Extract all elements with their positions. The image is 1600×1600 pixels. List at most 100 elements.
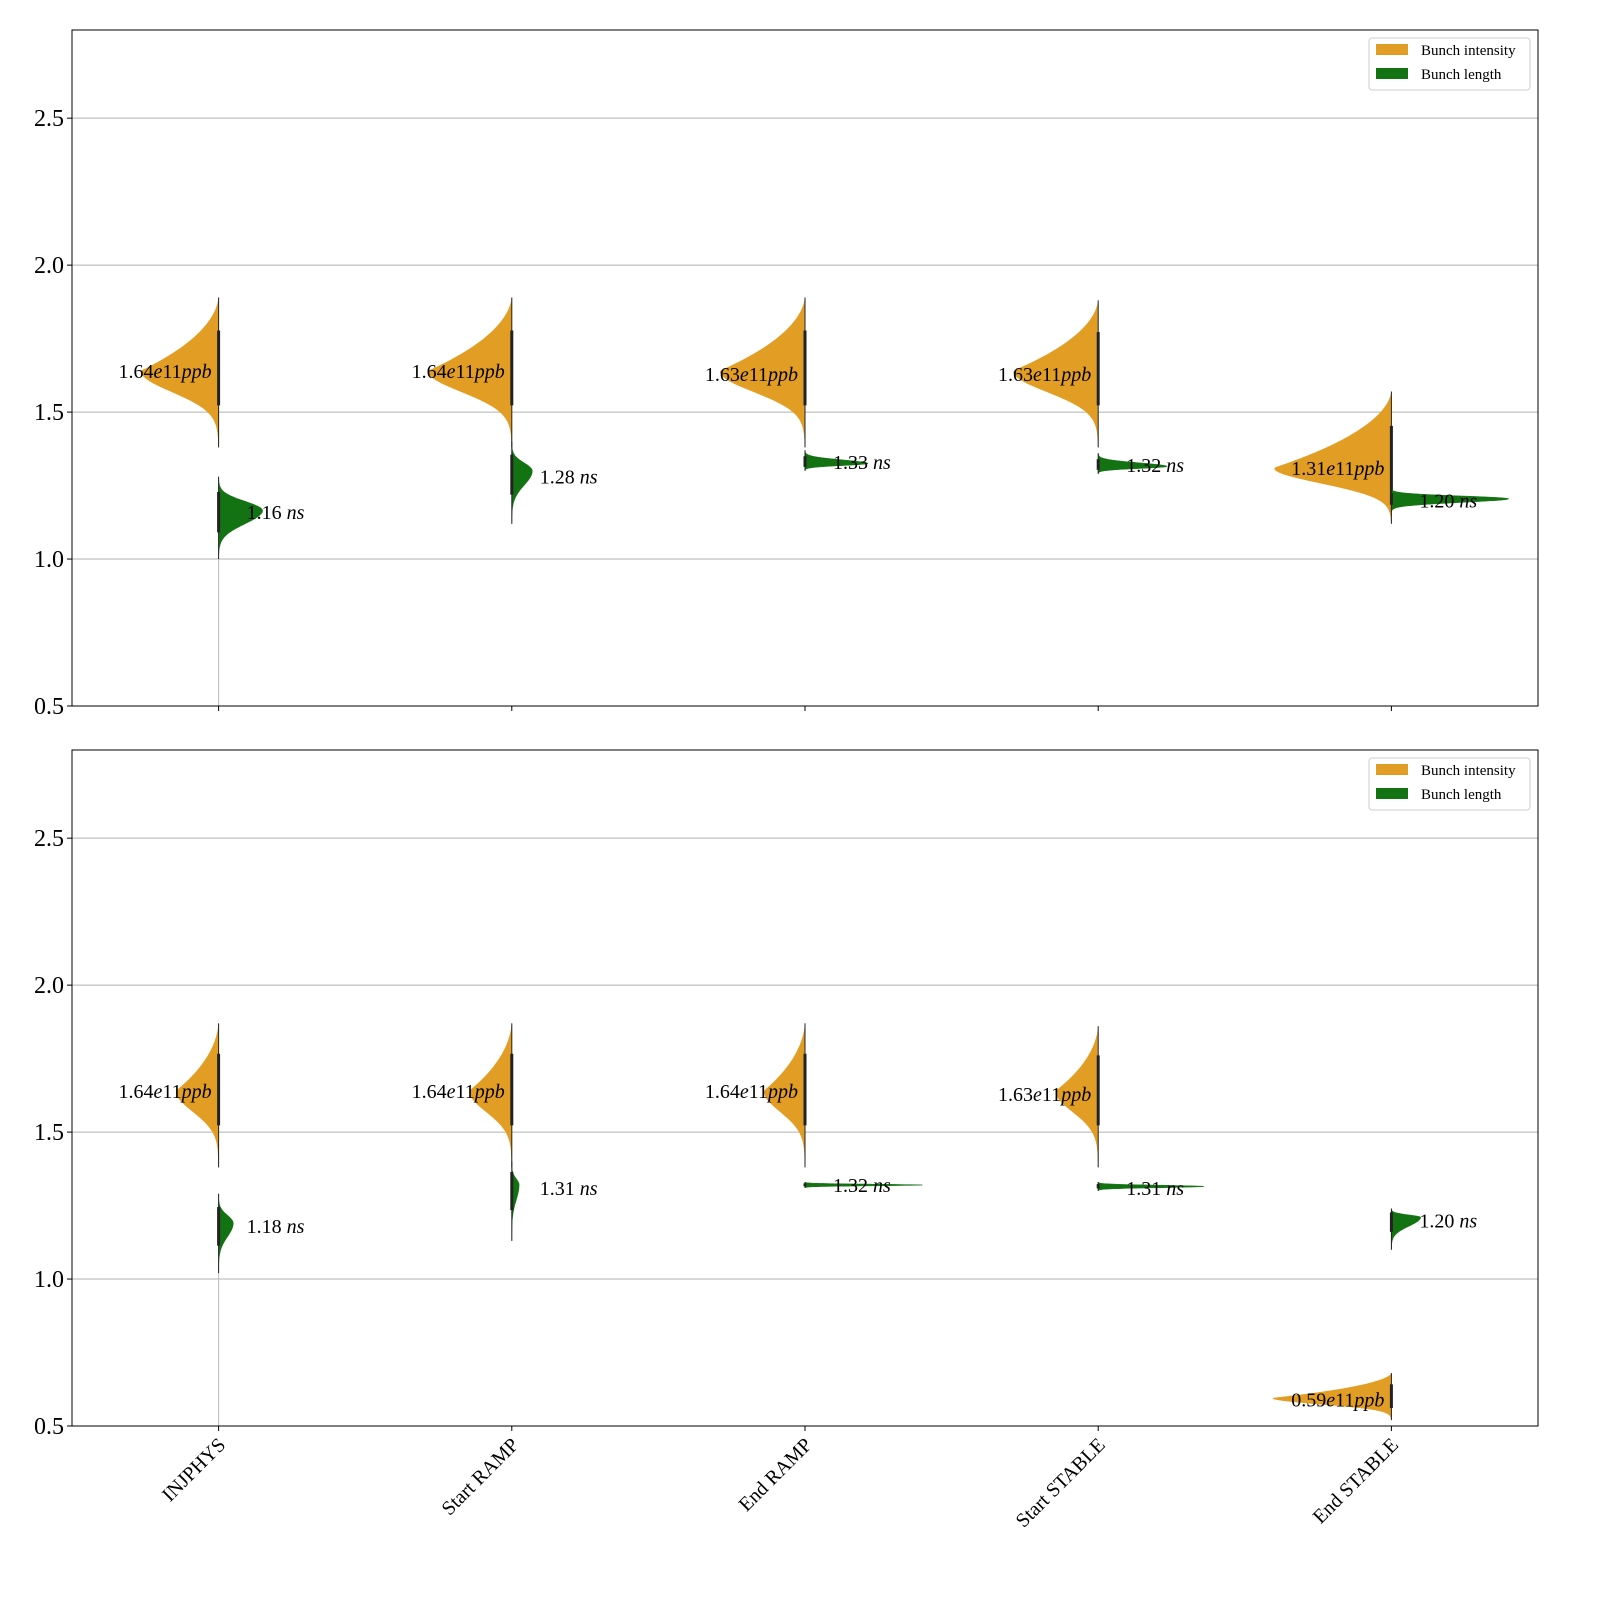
length-violin-1 — [218, 1193, 234, 1274]
label-number: 0.59 — [1291, 1390, 1326, 1412]
length-median-label: 1.32 ns — [1126, 455, 1184, 477]
label-unit: ns — [1459, 1210, 1477, 1232]
length-median-label: 1.16 ns — [247, 502, 305, 524]
legend-label: Bunch length — [1421, 67, 1502, 83]
label-number: 1.63 — [705, 364, 740, 386]
length-violin-3 — [804, 1181, 923, 1189]
intensity-median-label: 1.63e11ppb — [998, 364, 1091, 386]
intensity-violin-2 — [469, 1023, 513, 1168]
label-unit: ns — [580, 467, 598, 489]
legend: Bunch intensity Bunch length — [1368, 757, 1531, 811]
label-unit: ns — [1166, 1178, 1184, 1200]
label-exp-digits: 11 — [749, 1081, 768, 1103]
label-number: 1.31 — [1291, 458, 1326, 480]
length-violin-2 — [511, 441, 533, 524]
label-number: 1.31 — [1126, 1178, 1166, 1200]
label-unit: ppb — [1352, 458, 1384, 480]
label-number: 1.64 — [118, 361, 153, 383]
label-unit: ppb — [766, 364, 798, 386]
length-violin-5 — [1391, 1208, 1421, 1250]
panel-1: 0.51.01.52.02.51.64e11ppb 1.64e11ppb 1.63e… — [34, 29, 1539, 720]
intensity-median-label: 1.64e11ppb — [118, 1081, 211, 1103]
length-median-label: 1.20 ns — [1419, 1210, 1477, 1232]
intensity-violin-3 — [719, 297, 806, 448]
label-number: 1.63 — [998, 1084, 1033, 1106]
label-unit: ns — [873, 1175, 891, 1197]
label-exp: e — [1326, 458, 1335, 480]
label-unit: ppb — [473, 361, 505, 383]
label-number: 1.20 — [1419, 490, 1459, 512]
label-number: 1.64 — [118, 1081, 153, 1103]
legend-label: Bunch intensity — [1421, 43, 1516, 59]
y-tick-label: 1.0 — [34, 1267, 64, 1293]
label-number: 1.32 — [1126, 455, 1166, 477]
label-exp: e — [1326, 1390, 1335, 1412]
label-exp: e — [153, 361, 162, 383]
label-exp-digits: 11 — [456, 1081, 475, 1103]
intensity-violin-1 — [140, 297, 219, 448]
label-exp: e — [153, 1081, 162, 1103]
legend-swatch — [1376, 68, 1408, 79]
intensity-violin-5 — [1274, 391, 1392, 525]
label-unit: ppb — [180, 361, 212, 383]
intensity-median-label: 1.64e11ppb — [118, 361, 211, 383]
label-unit: ns — [1166, 455, 1184, 477]
label-exp-digits: 11 — [1335, 1390, 1354, 1412]
label-number: 1.64 — [412, 361, 447, 383]
y-tick-label: 2.5 — [34, 826, 64, 852]
label-unit: ppb — [1059, 1084, 1091, 1106]
label-unit: ns — [287, 502, 305, 524]
legend-swatch — [1376, 764, 1408, 775]
label-number: 1.63 — [998, 364, 1033, 386]
legend-swatch — [1376, 788, 1408, 799]
length-median-label: 1.20 ns — [1419, 490, 1477, 512]
label-exp: e — [740, 364, 749, 386]
label-number: 1.33 — [833, 452, 873, 474]
label-exp: e — [447, 361, 456, 383]
label-exp-digits: 11 — [1042, 1084, 1061, 1106]
label-exp-digits: 11 — [749, 364, 768, 386]
label-unit: ppb — [473, 1081, 505, 1103]
label-unit: ppb — [1352, 1390, 1384, 1412]
y-tick-label: 0.5 — [34, 694, 64, 720]
length-median-label: 1.28 ns — [540, 467, 598, 489]
label-number: 1.16 — [247, 502, 287, 524]
y-tick-label: 2.0 — [34, 253, 64, 279]
legend-label: Bunch intensity — [1421, 763, 1516, 779]
label-unit: ppb — [1059, 364, 1091, 386]
label-number: 1.20 — [1419, 1210, 1459, 1232]
length-violin-1 — [218, 476, 263, 560]
legend-box — [1368, 37, 1531, 91]
length-violin-4 — [1097, 1181, 1204, 1192]
intensity-violin-2 — [428, 297, 513, 448]
legend-box — [1368, 757, 1531, 811]
label-unit: ns — [287, 1216, 305, 1238]
y-tick-label: 1.0 — [34, 547, 64, 573]
label-number: 1.28 — [540, 467, 580, 489]
length-violin-5 — [1391, 488, 1510, 513]
length-violin-4 — [1097, 452, 1168, 475]
x-tick-label: Start RAMP — [437, 1434, 523, 1520]
label-exp: e — [740, 1081, 749, 1103]
intensity-median-label: 1.31e11ppb — [1291, 458, 1384, 480]
length-median-label: 1.32 ns — [833, 1175, 891, 1197]
length-median-label: 1.18 ns — [247, 1216, 305, 1238]
intensity-violin-5 — [1272, 1373, 1392, 1421]
length-violin-3 — [804, 450, 869, 472]
intensity-violin-4 — [1013, 300, 1099, 448]
label-unit: ns — [873, 452, 891, 474]
intensity-median-label: 1.63e11ppb — [705, 364, 798, 386]
label-number: 1.32 — [833, 1175, 873, 1197]
label-number: 1.64 — [705, 1081, 740, 1103]
label-number: 1.31 — [540, 1178, 580, 1200]
intensity-violin-3 — [763, 1023, 806, 1168]
intensity-median-label: 1.64e11ppb — [412, 1081, 505, 1103]
y-tick-label: 2.0 — [34, 973, 64, 999]
intensity-median-label: 1.63e11ppb — [998, 1084, 1091, 1106]
intensity-median-label: 1.64e11ppb — [412, 361, 505, 383]
intensity-median-label: 0.59e11ppb — [1291, 1390, 1384, 1412]
legend-label: Bunch length — [1421, 787, 1502, 803]
label-unit: ppb — [766, 1081, 798, 1103]
label-unit: ppb — [180, 1081, 212, 1103]
